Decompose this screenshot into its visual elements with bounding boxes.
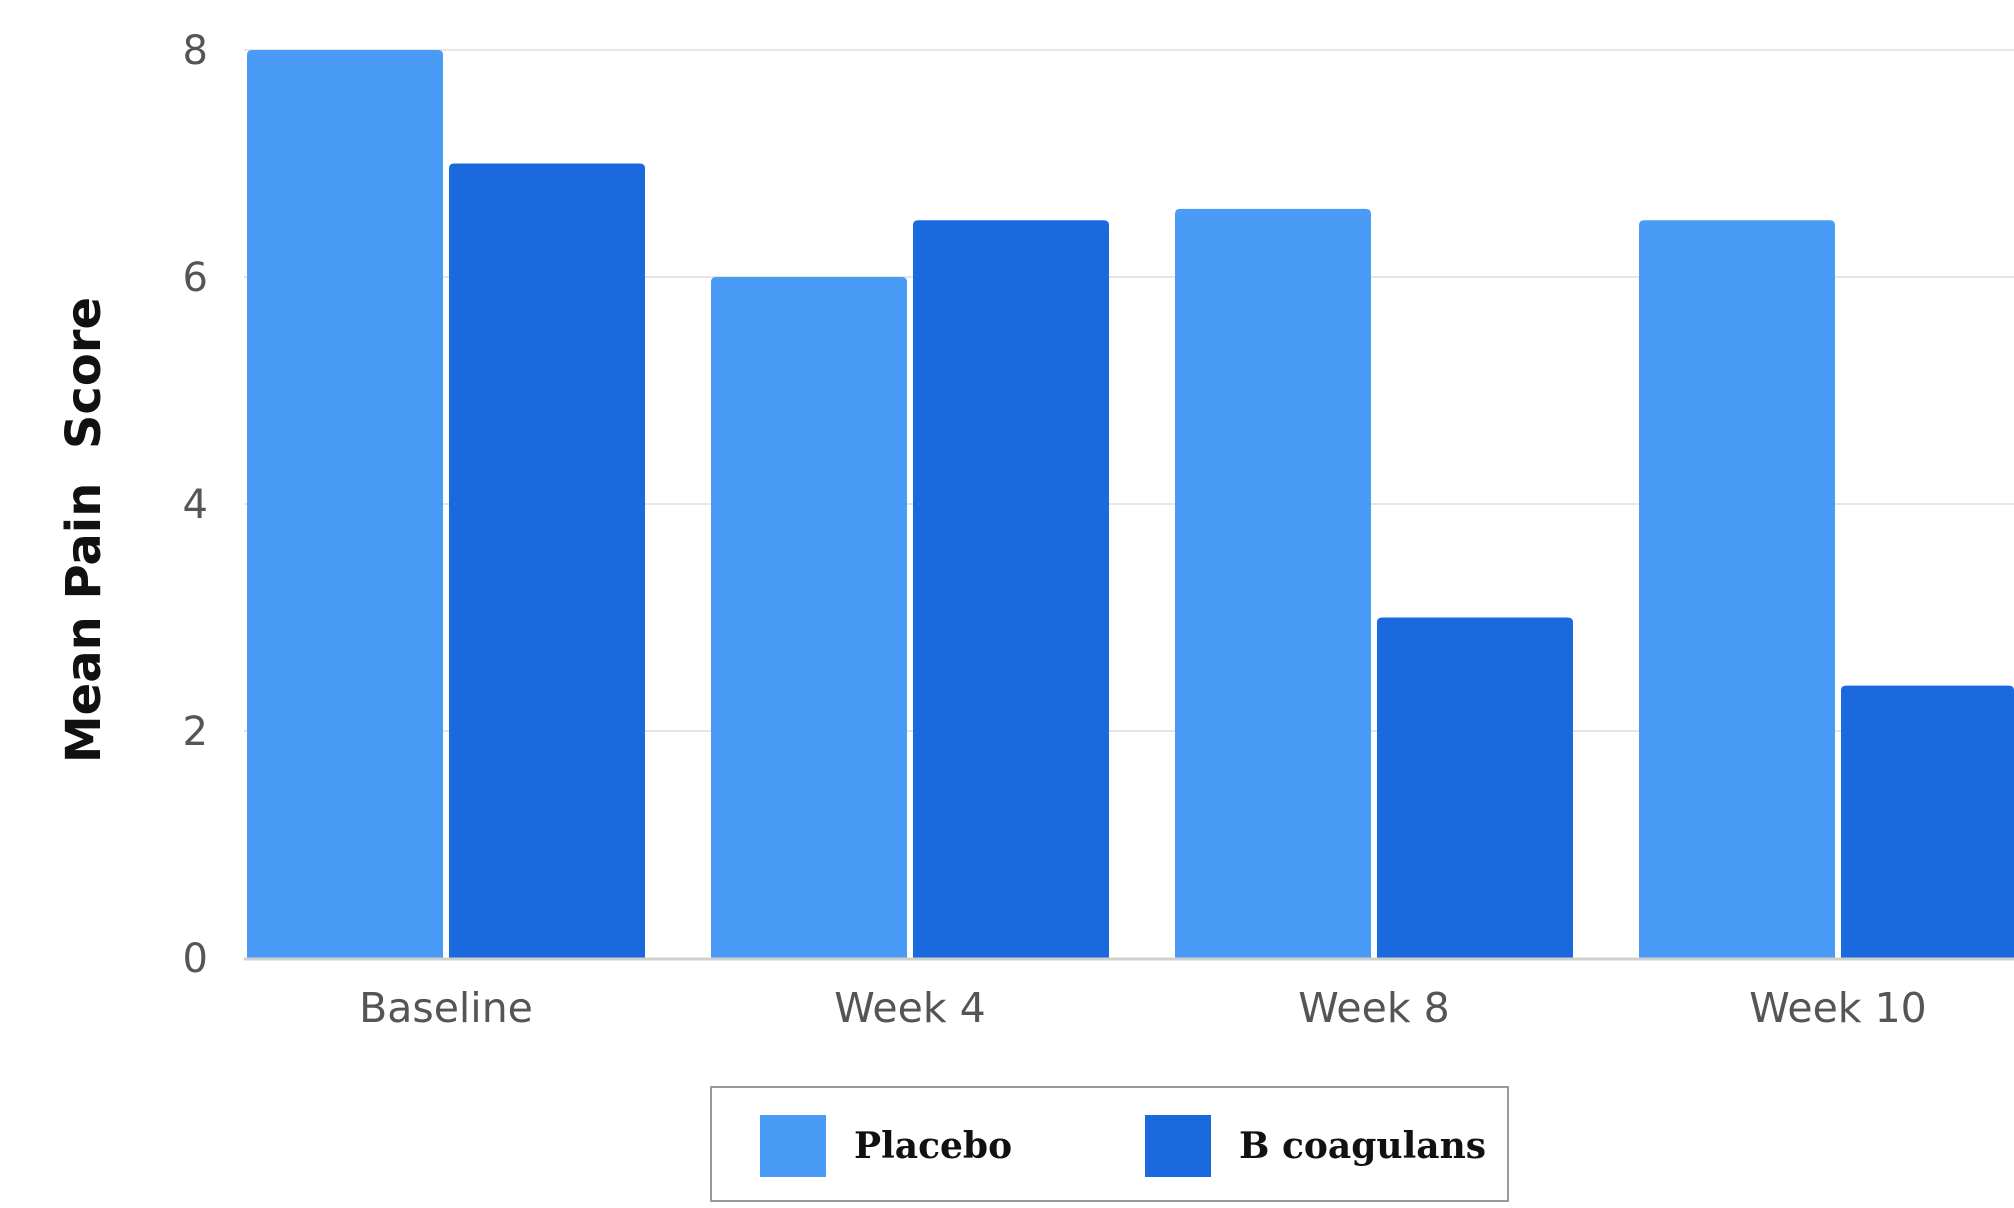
bar-placebo-week-8: [1175, 208, 1371, 958]
x-tick-label: Week 4: [834, 984, 985, 1032]
legend-item-placebo: Placebo: [760, 1115, 1012, 1177]
bar-placebo-baseline: [247, 50, 443, 958]
bar-b-coagulans-week-4: [913, 220, 1109, 958]
legend: Placebo B coagulans: [710, 1086, 1509, 1202]
legend-item-b-coagulans: B coagulans: [1145, 1115, 1486, 1177]
bar-placebo-week-10: [1639, 220, 1835, 958]
bar-b-coagulans-week-8: [1377, 617, 1573, 958]
x-tick-label: Week 10: [1749, 984, 1927, 1032]
y-tick-label: 6: [183, 255, 208, 301]
legend-swatch-placebo: [760, 1115, 826, 1177]
y-tick-label: 0: [183, 936, 208, 982]
y-tick-label: 2: [183, 709, 208, 755]
bar-b-coagulans-week-10: [1841, 685, 2014, 958]
bar-b-coagulans-baseline: [449, 163, 645, 958]
x-tick-label: Week 8: [1298, 984, 1449, 1032]
chart-canvas: 0 2 4 6 8 Baseline Week 4 Week 8 Week 10 Mean Pai…: [56, 28, 2014, 1032]
legend-label-placebo: Placebo: [854, 1125, 1013, 1167]
x-tick-label: Baseline: [359, 984, 533, 1032]
legend-swatch-b-coagulans: [1145, 1115, 1211, 1177]
y-tick-label: 8: [183, 28, 208, 74]
y-axis-title: Mean Pain Score: [56, 297, 112, 763]
y-tick-label: 4: [183, 482, 208, 528]
bar-placebo-week-4: [711, 277, 907, 958]
legend-label-b-coagulans: B coagulans: [1239, 1125, 1487, 1167]
